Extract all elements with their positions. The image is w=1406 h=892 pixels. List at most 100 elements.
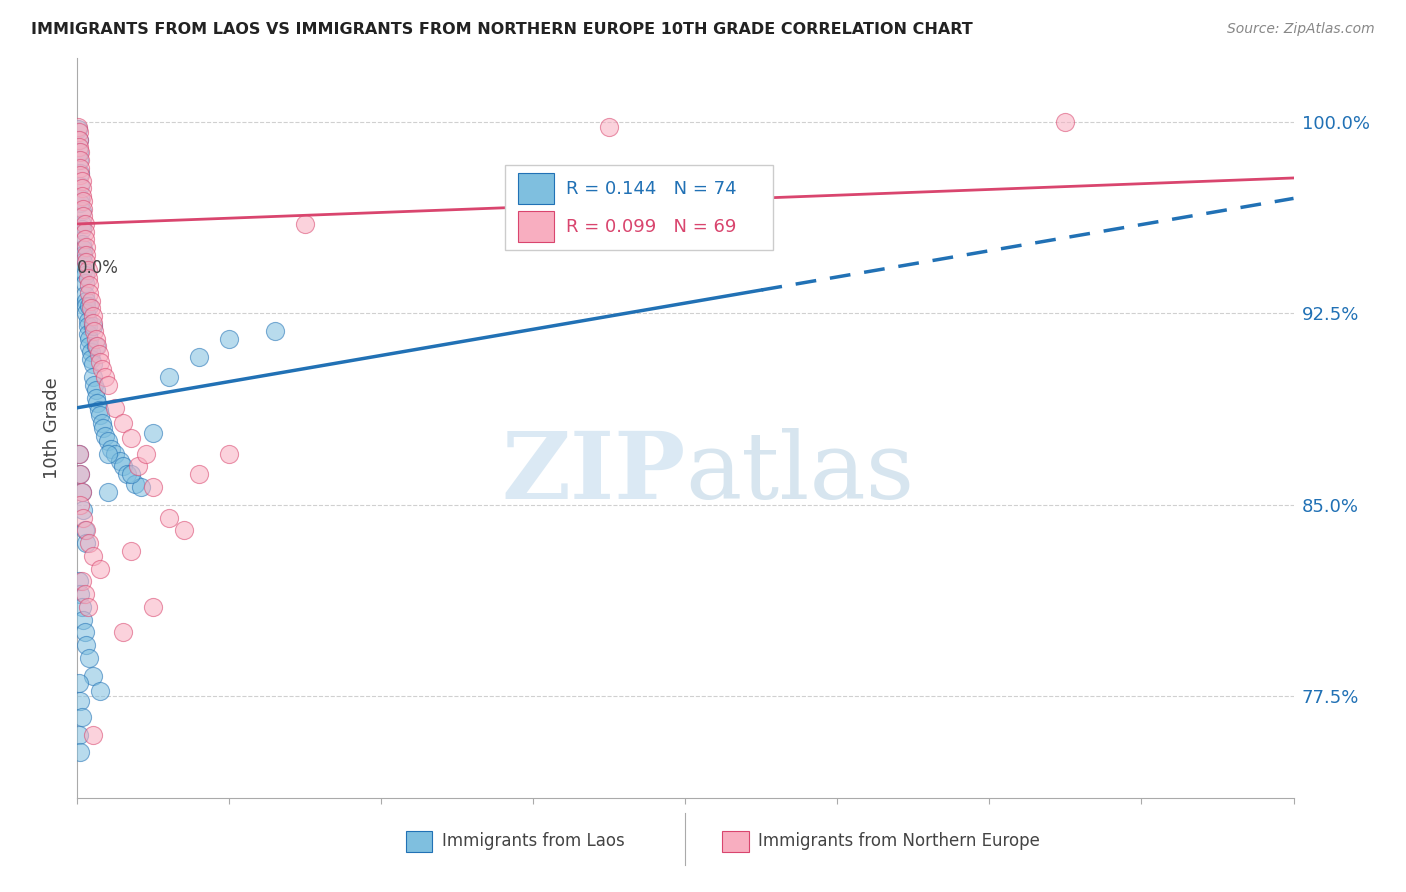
Text: IMMIGRANTS FROM LAOS VS IMMIGRANTS FROM NORTHERN EUROPE 10TH GRADE CORRELATION C: IMMIGRANTS FROM LAOS VS IMMIGRANTS FROM …	[31, 22, 973, 37]
Point	[70, 189, 93, 203]
Point	[67, 140, 90, 154]
Point	[67, 447, 90, 461]
Point	[91, 421, 114, 435]
Point	[77, 319, 100, 334]
Point	[70, 599, 93, 614]
Point	[87, 403, 110, 417]
Point	[70, 181, 93, 195]
Point	[72, 202, 94, 216]
Point	[70, 574, 93, 589]
Point	[82, 319, 104, 334]
Point	[104, 447, 127, 461]
Point	[67, 125, 90, 139]
Point	[142, 599, 165, 614]
Point	[93, 370, 115, 384]
FancyBboxPatch shape	[517, 172, 554, 203]
Point	[67, 145, 90, 160]
Point	[86, 395, 108, 409]
Point	[69, 161, 91, 175]
Point	[75, 536, 97, 550]
Point	[67, 676, 90, 690]
FancyBboxPatch shape	[505, 165, 773, 251]
FancyBboxPatch shape	[406, 831, 433, 852]
Point	[70, 204, 93, 219]
Point	[1054, 115, 1077, 129]
Point	[97, 434, 120, 448]
Text: Immigrants from Laos: Immigrants from Laos	[441, 831, 624, 849]
Point	[75, 523, 97, 537]
Point	[82, 309, 104, 323]
Point	[73, 232, 96, 246]
Point	[97, 377, 120, 392]
Point	[79, 651, 101, 665]
Point	[70, 709, 93, 723]
Point	[188, 467, 211, 482]
Point	[84, 339, 107, 353]
Point	[79, 278, 101, 293]
Text: atlas: atlas	[686, 427, 915, 517]
Point	[89, 561, 111, 575]
Point	[72, 194, 94, 208]
Text: R = 0.099   N = 69: R = 0.099 N = 69	[567, 218, 737, 235]
Point	[135, 447, 157, 461]
Point	[83, 377, 105, 392]
Point	[84, 391, 107, 405]
Point	[79, 536, 101, 550]
Point	[75, 306, 97, 320]
Point	[120, 431, 142, 445]
Point	[73, 625, 96, 640]
Point	[69, 169, 91, 183]
Point	[79, 285, 101, 300]
Point	[72, 510, 94, 524]
Point	[89, 355, 111, 369]
Point	[72, 247, 94, 261]
Text: Source: ZipAtlas.com: Source: ZipAtlas.com	[1227, 22, 1375, 37]
Text: Immigrants from Northern Europe: Immigrants from Northern Europe	[758, 831, 1040, 849]
Point	[173, 523, 195, 537]
Point	[77, 263, 100, 277]
Point	[82, 317, 104, 331]
Point	[87, 347, 110, 361]
Point	[75, 299, 97, 313]
Point	[69, 745, 91, 759]
Point	[82, 370, 104, 384]
Point	[70, 485, 93, 500]
Point	[69, 191, 91, 205]
Point	[72, 255, 94, 269]
Text: 0.0%: 0.0%	[77, 259, 120, 277]
Point	[72, 243, 94, 257]
Point	[79, 299, 101, 313]
Point	[77, 326, 100, 341]
Point	[82, 357, 104, 371]
Point	[80, 344, 103, 359]
Point	[111, 459, 134, 474]
Point	[127, 459, 149, 474]
Y-axis label: 10th Grade: 10th Grade	[44, 377, 62, 479]
Point	[77, 599, 100, 614]
Point	[67, 133, 90, 147]
Text: R = 0.144   N = 74: R = 0.144 N = 74	[567, 180, 737, 198]
Point	[218, 332, 240, 346]
Point	[79, 332, 101, 346]
Point	[117, 467, 139, 482]
Point	[70, 222, 93, 236]
Point	[142, 426, 165, 441]
Point	[69, 178, 91, 193]
Point	[73, 268, 96, 282]
Point	[80, 293, 103, 308]
Point	[79, 339, 101, 353]
Point	[108, 454, 131, 468]
Point	[73, 225, 96, 239]
Point	[89, 409, 111, 423]
Point	[86, 339, 108, 353]
Point	[69, 166, 91, 180]
Point	[72, 209, 94, 223]
Point	[69, 467, 91, 482]
Point	[75, 240, 97, 254]
Point	[70, 237, 93, 252]
Point	[142, 480, 165, 494]
Point	[69, 153, 91, 167]
Point	[75, 255, 97, 269]
Point	[69, 196, 91, 211]
Point	[82, 727, 104, 741]
